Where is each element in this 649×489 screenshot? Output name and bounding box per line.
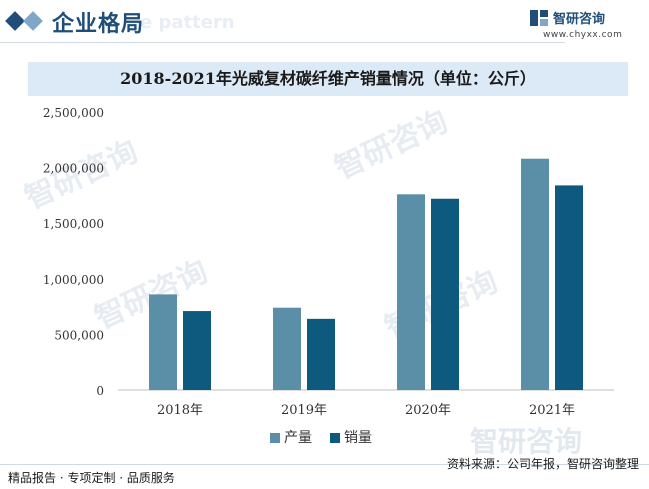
y-tick-label: 2,500,000 [43, 106, 104, 120]
chart-title-bar: 2018-2021年光威复材碳纤维产销量情况（单位：公斤） [28, 62, 628, 96]
y-tick-label: 1,000,000 [43, 273, 104, 287]
bar-sales [183, 311, 211, 390]
bar-production [397, 194, 425, 390]
y-tick-label: 0 [96, 384, 104, 398]
x-tick-label: 2020年 [405, 403, 451, 418]
bar-sales [307, 318, 335, 390]
y-tick-label: 2,000,000 [43, 162, 104, 176]
logo-mark-icon [530, 10, 548, 26]
legend-swatch [270, 433, 280, 443]
x-tick-label: 2018年 [157, 403, 203, 418]
x-tick-label: 2021年 [529, 403, 575, 418]
chart-title: 2018-2021年光威复材碳纤维产销量情况（单位：公斤） [120, 69, 536, 88]
legend-label: 产量 [284, 430, 312, 446]
legend-swatch [330, 433, 340, 443]
bar-production [521, 158, 549, 390]
y-tick-label: 500,000 [54, 328, 104, 342]
page-title: 企业格局 [52, 12, 145, 37]
footer-tagline: 精品报告 · 专项定制 · 品质服务 [8, 471, 175, 485]
bar-sales [431, 198, 459, 390]
source-note: 资料来源：公司年报，智研咨询整理 [446, 457, 639, 471]
legend-label: 销量 [344, 430, 372, 446]
footer-divider [0, 464, 649, 465]
bar-sales [555, 185, 583, 390]
y-tick-label: 1,500,000 [43, 217, 104, 231]
bar-production [149, 294, 177, 390]
brand-logo: 智研咨询 www.chyxx.com [529, 8, 639, 42]
bar-chart: 0 500,000 1,000,000 1,500,000 2,000,000 2,500… [43, 106, 614, 446]
logo-url: www.chyxx.com [543, 30, 623, 40]
header: e pattern 企业格局 智研咨询 www.chyxx.com [0, 0, 649, 46]
logo-name: 智研咨询 [553, 12, 606, 27]
x-tick-label: 2019年 [281, 403, 327, 418]
header-background-text: e pattern [140, 12, 235, 33]
bar-production [273, 307, 301, 390]
header-divider [0, 42, 565, 43]
